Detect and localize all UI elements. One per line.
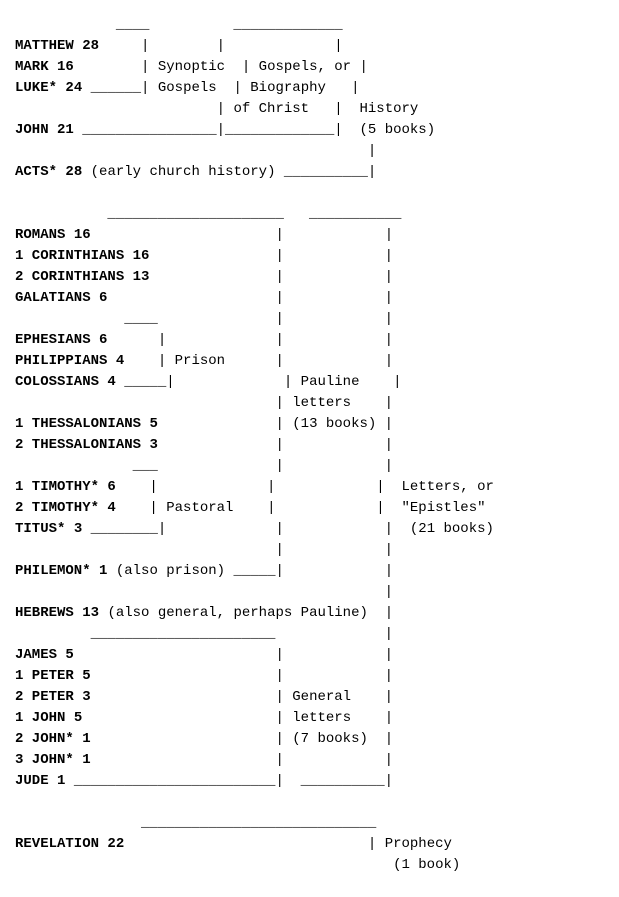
book-1cor: 1 CORINTHIANS bbox=[15, 248, 124, 264]
history-count: (5 books) bbox=[359, 122, 435, 138]
letters-count: (21 books) bbox=[410, 521, 494, 537]
book-romans: ROMANS bbox=[15, 227, 65, 243]
gospels-label: Gospels, or bbox=[259, 59, 351, 75]
prophecy-count: (1 book) bbox=[393, 857, 460, 873]
book-2john: 2 JOHN* bbox=[15, 731, 74, 747]
book-1thes: 1 THESSALONIANS bbox=[15, 416, 141, 432]
general-label: General bbox=[292, 689, 351, 705]
nt-outline-diagram: ____ _____________ MATTHEW 28 | | | MARK… bbox=[0, 0, 619, 891]
pauline-label: Pauline bbox=[301, 374, 360, 390]
pauline-letters: letters bbox=[292, 395, 351, 411]
book-1peter: 1 PETER bbox=[15, 668, 74, 684]
book-revelation: REVELATION bbox=[15, 836, 99, 852]
book-2tim: 2 TIMOTHY* bbox=[15, 500, 99, 516]
book-luke: LUKE* bbox=[15, 80, 57, 96]
book-mark: MARK bbox=[15, 59, 49, 75]
book-titus: TITUS* bbox=[15, 521, 65, 537]
book-hebrews: HEBREWS bbox=[15, 605, 74, 621]
pauline-count: (13 books) bbox=[292, 416, 376, 432]
acts-note: (early church history) bbox=[91, 164, 276, 180]
book-john: JOHN bbox=[15, 122, 49, 138]
of-christ-label: of Christ bbox=[233, 101, 309, 117]
history-label: History bbox=[359, 101, 418, 117]
book-colossians: COLOSSIANS bbox=[15, 374, 99, 390]
pastoral-label: Pastoral bbox=[166, 500, 233, 516]
biography-label: Biography bbox=[250, 80, 326, 96]
book-1john: 1 JOHN bbox=[15, 710, 65, 726]
prison-label: Prison bbox=[175, 353, 225, 369]
book-jude: JUDE bbox=[15, 773, 49, 789]
book-2peter: 2 PETER bbox=[15, 689, 74, 705]
book-ephesians: EPHESIANS bbox=[15, 332, 91, 348]
book-james: JAMES bbox=[15, 647, 57, 663]
book-acts: ACTS* bbox=[15, 164, 57, 180]
general-letters: letters bbox=[292, 710, 351, 726]
book-1tim: 1 TIMOTHY* bbox=[15, 479, 99, 495]
book-2thes: 2 THESSALONIANS bbox=[15, 437, 141, 453]
letters-label: Letters, or bbox=[401, 479, 493, 495]
philemon-note: (also prison) bbox=[116, 563, 225, 579]
prophecy-label: Prophecy bbox=[385, 836, 452, 852]
synoptic-label: Synoptic bbox=[158, 59, 225, 75]
book-philippians: PHILIPPIANS bbox=[15, 353, 107, 369]
hebrews-note: (also general, perhaps Pauline) bbox=[107, 605, 367, 621]
book-matthew: MATTHEW bbox=[15, 38, 74, 54]
epistles-label: "Epistles" bbox=[402, 500, 486, 516]
book-3john: 3 JOHN* bbox=[15, 752, 74, 768]
gospels-word: Gospels bbox=[158, 80, 217, 96]
book-galatians: GALATIANS bbox=[15, 290, 91, 306]
general-count: (7 books) bbox=[292, 731, 368, 747]
book-philemon: PHILEMON* bbox=[15, 563, 91, 579]
book-2cor: 2 CORINTHIANS bbox=[15, 269, 124, 285]
